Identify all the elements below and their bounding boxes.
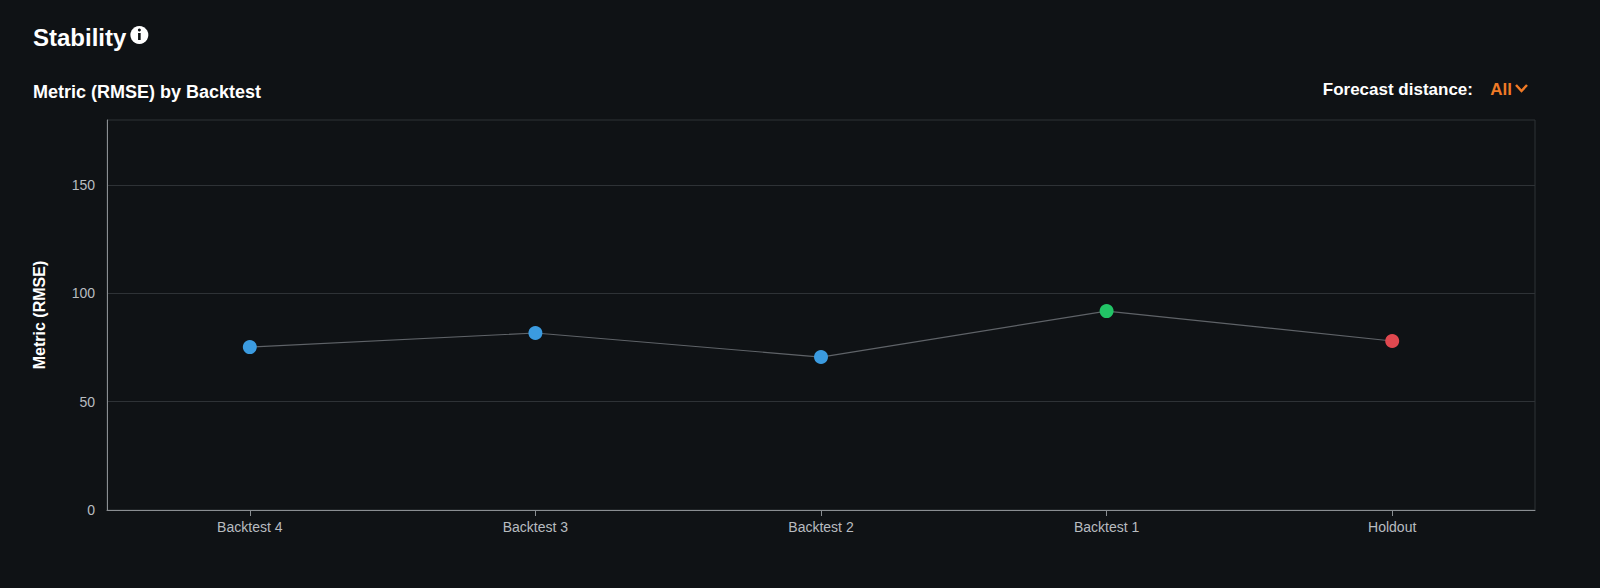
- svg-text:Backtest 1: Backtest 1: [1074, 519, 1140, 535]
- svg-text:150: 150: [72, 177, 96, 193]
- svg-text:Backtest 2: Backtest 2: [788, 519, 854, 535]
- svg-text:0: 0: [87, 502, 95, 518]
- svg-text:Metric (RMSE) by Backtest: Metric (RMSE) by Backtest: [33, 82, 261, 102]
- svg-text:Metric (RMSE): Metric (RMSE): [31, 261, 48, 369]
- svg-text:Backtest 4: Backtest 4: [217, 519, 283, 535]
- svg-text:50: 50: [79, 394, 95, 410]
- svg-text:All: All: [1490, 80, 1512, 99]
- svg-text:Backtest 3: Backtest 3: [503, 519, 569, 535]
- svg-text:Holdout: Holdout: [1368, 519, 1416, 535]
- svg-text:100: 100: [72, 285, 96, 301]
- svg-text:Stability: Stability: [33, 24, 127, 51]
- svg-text:Forecast distance:: Forecast distance:: [1323, 80, 1473, 99]
